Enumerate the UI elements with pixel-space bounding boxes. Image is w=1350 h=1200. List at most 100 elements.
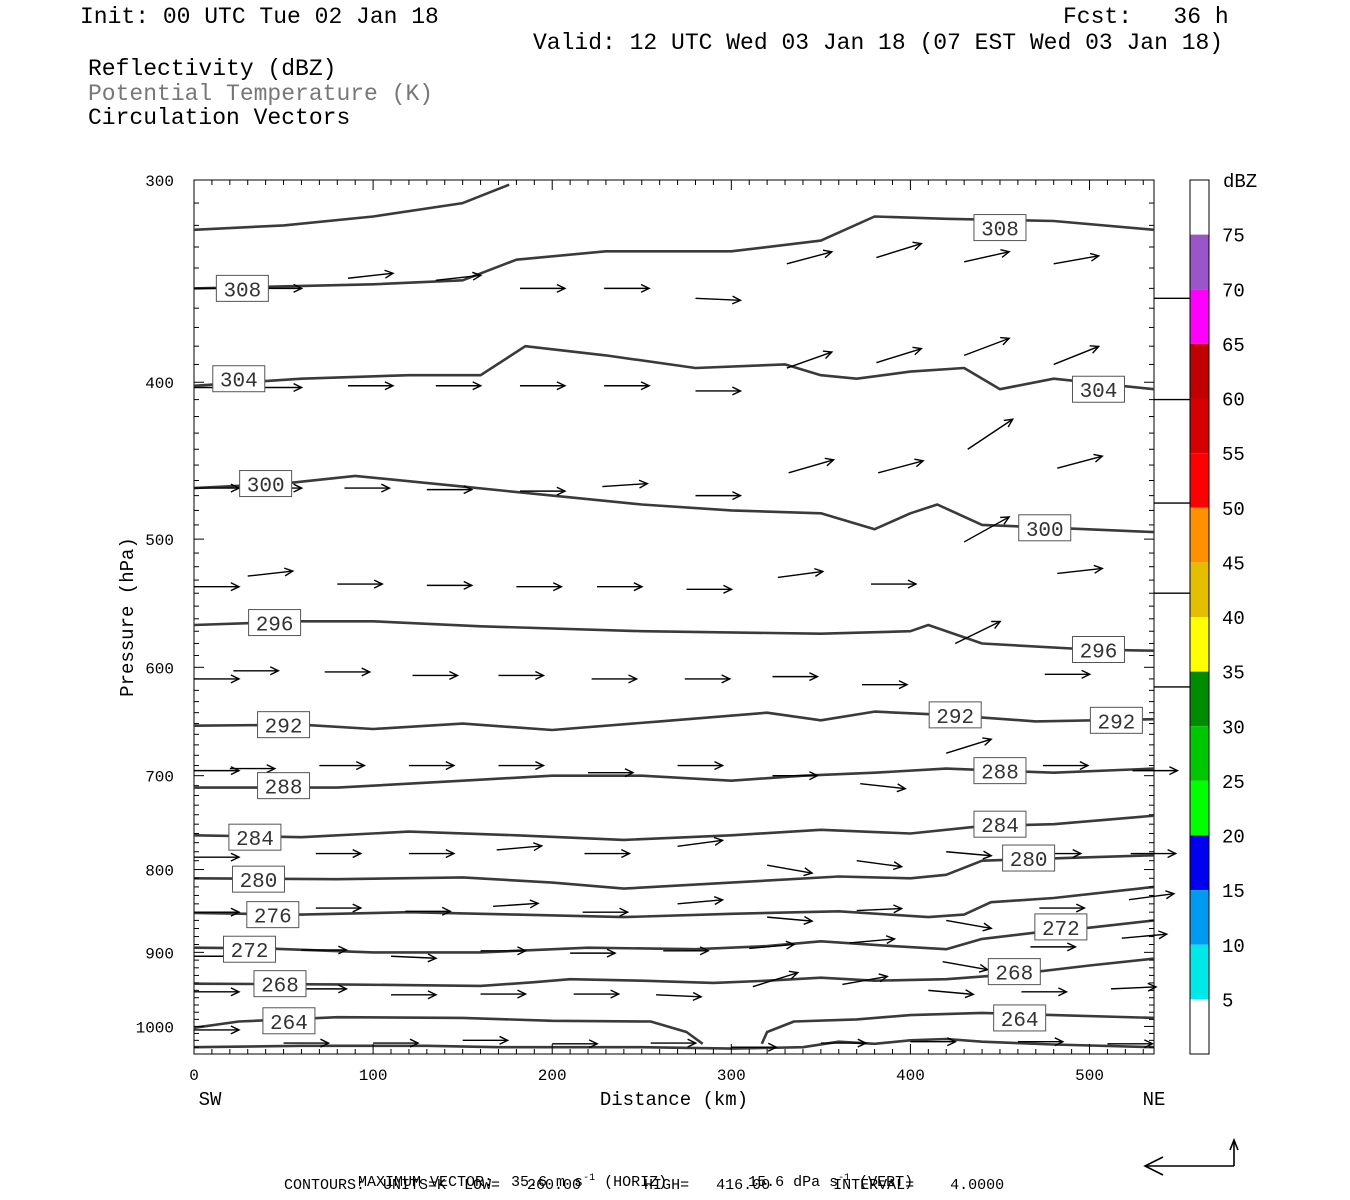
vector-arrowhead: [809, 771, 820, 781]
colorbar-label: 65: [1222, 335, 1245, 357]
vector-arrowhead: [445, 761, 456, 771]
colorbar-swatch: [1190, 780, 1209, 836]
horiz-exponent: -1: [583, 1173, 596, 1184]
circulation-vector: [877, 460, 924, 474]
vector-arrowhead: [687, 1038, 698, 1048]
contour-label-box: [262, 1007, 316, 1035]
colorbar-label: 35: [1222, 663, 1245, 685]
vector-arrowhead: [914, 458, 925, 468]
vector-arrowhead: [352, 903, 363, 913]
vector-arrowhead: [822, 249, 834, 259]
vector-arrowhead: [964, 989, 975, 999]
circulation-vector: [656, 994, 702, 998]
vector-arrowhead: [1075, 903, 1086, 913]
contour-label-box: [248, 609, 302, 637]
contour-label: 292: [936, 707, 974, 730]
vector-arrowhead: [441, 906, 452, 916]
contour-label-box: [973, 810, 1027, 838]
circulation-vector: [963, 337, 1010, 357]
y-tick-label: 400: [145, 375, 174, 393]
colorbar-label: 55: [1222, 444, 1245, 466]
field-reflectivity: Reflectivity (dBZ): [88, 56, 337, 82]
contour-label-box: [1034, 913, 1088, 941]
colorbar-swatch: [1190, 944, 1209, 1000]
vector-arrowhead: [1072, 849, 1083, 859]
contour-label-box: [228, 823, 282, 851]
vector-arrowhead: [552, 582, 563, 592]
vector-arrowhead: [535, 761, 546, 771]
vector-arrowhead: [449, 670, 460, 681]
theta-contour-300: [193, 474, 1155, 534]
vector-arrowhead: [293, 483, 304, 493]
vector-arrowhead: [1165, 890, 1176, 900]
vector-arrowhead: [556, 381, 567, 391]
vector-arrowhead: [912, 241, 923, 251]
contour-label: 288: [265, 778, 303, 801]
contour-label: 296: [1080, 642, 1118, 665]
vector-arrowhead: [692, 991, 703, 1001]
vector-arrowhead: [857, 1038, 868, 1048]
contour-label: 308: [223, 280, 261, 303]
colorbar-swatch: [1190, 234, 1209, 290]
vector-arrowhead: [355, 761, 366, 771]
contour-label-box: [246, 901, 300, 929]
vector-arrowhead: [721, 674, 732, 684]
vector-arrowhead: [713, 896, 725, 906]
vector-arrowhead: [293, 382, 304, 393]
contour-label: 296: [256, 615, 294, 638]
colorbar-swatch: [1190, 562, 1209, 617]
circulation-vector: [435, 274, 481, 281]
y-tick-label: 1000: [136, 1019, 174, 1037]
circulation-vector: [1057, 567, 1103, 575]
circulation-vector: [1121, 933, 1167, 939]
circulation-vector: [1057, 455, 1103, 469]
contour-label: 300: [247, 476, 285, 499]
colorbar-label: 20: [1222, 827, 1245, 849]
theta-contour-296: [193, 620, 1155, 652]
vector-arrowhead: [472, 271, 483, 281]
y-tick-label: 900: [145, 945, 174, 963]
vector-arrowhead: [982, 922, 993, 932]
colorbar-label: 45: [1222, 553, 1245, 575]
vector-arrowhead: [1054, 1037, 1065, 1047]
contour-label-box: [993, 1004, 1047, 1032]
theta-contour-276: [193, 885, 1155, 919]
vector-arrowhead: [1003, 418, 1015, 428]
vector-arrowhead: [463, 485, 474, 495]
vector-arrowhead: [1158, 930, 1169, 940]
vector-arrowhead: [517, 946, 528, 956]
circulation-vector: [347, 272, 394, 279]
vert-exponent: -1: [838, 1173, 851, 1184]
vector-arrowhead: [1144, 1039, 1155, 1049]
contour-label: 308: [981, 220, 1019, 243]
colorbar-label: 60: [1222, 390, 1245, 412]
vert-label: (VERT): [859, 1174, 914, 1191]
colorbar-label: 25: [1222, 772, 1245, 794]
vector-arrowhead: [293, 283, 304, 293]
circulation-vector: [963, 516, 1010, 543]
vector-arrowhead: [822, 350, 834, 359]
circulation-vector: [602, 482, 648, 488]
contour-label-box: [257, 772, 311, 800]
circulation-vector: [946, 738, 992, 754]
circulation-vector: [493, 902, 539, 908]
vector-arrowhead: [1000, 516, 1011, 525]
contour-label: 264: [1001, 1010, 1039, 1033]
vector-arrowhead: [535, 670, 546, 681]
y-tick-label: 500: [145, 532, 174, 550]
vector-arrowhead: [947, 1037, 958, 1047]
contour-label: 304: [1080, 381, 1118, 404]
contour-label: 280: [1010, 850, 1048, 873]
circulation-vector: [876, 347, 922, 364]
colorbar-label: 5: [1222, 990, 1233, 1012]
circulation-vector: [954, 620, 1001, 645]
vector-arrowhead: [284, 567, 295, 577]
vector-arrowhead: [978, 963, 990, 973]
vector-arrowhead: [517, 989, 528, 999]
contour-label: 268: [261, 976, 299, 999]
circulation-vector: [788, 459, 834, 474]
circulation-vector: [390, 955, 437, 959]
circulation-vector: [928, 989, 974, 996]
max-vector-vert-value: 15.6 dPa s: [748, 1174, 839, 1191]
vector-arrowhead: [732, 491, 743, 501]
